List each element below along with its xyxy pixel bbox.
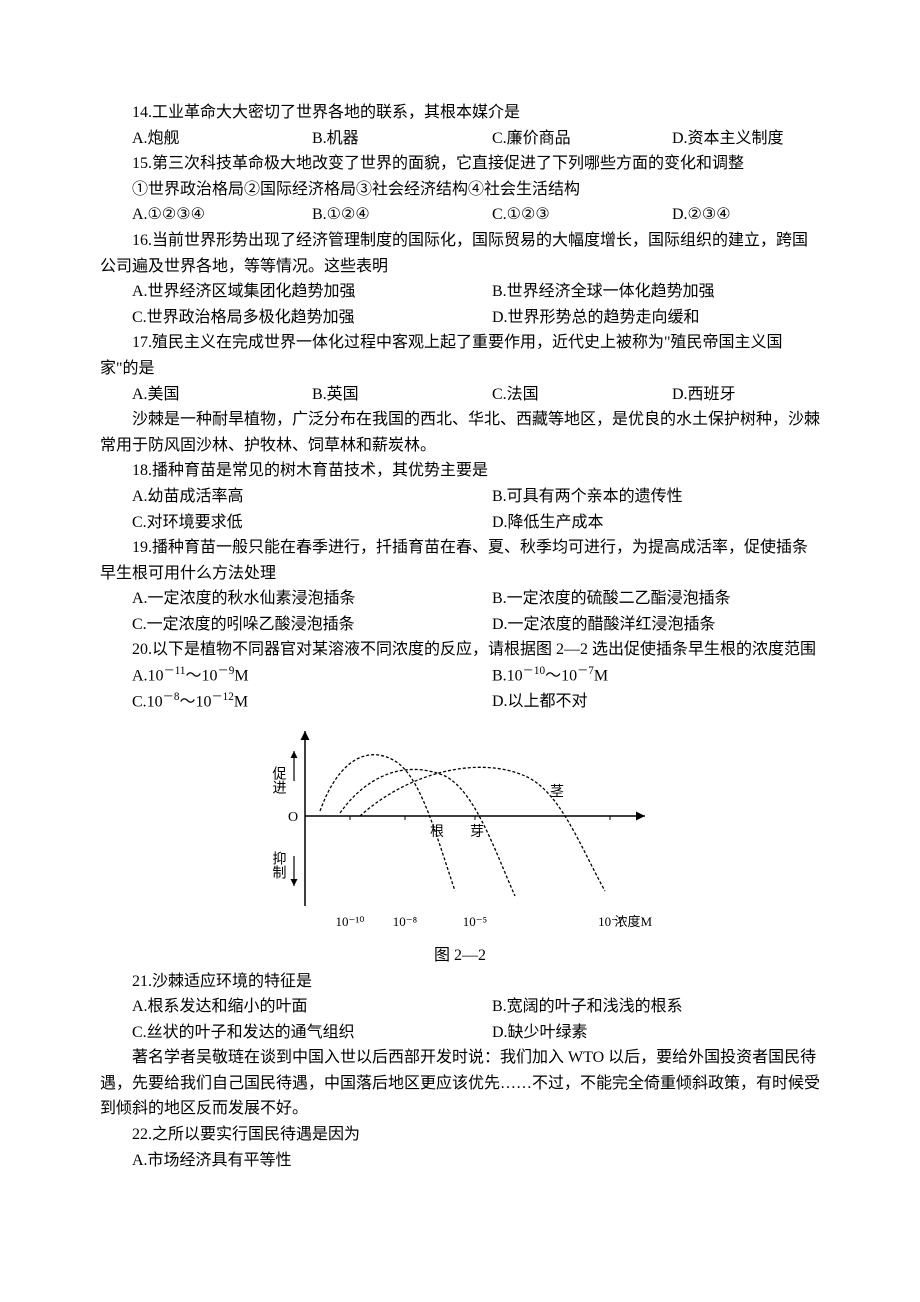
- page: 14.工业革命大大密切了世界各地的联系，其根本媒介是 A.炮舰 B.机器 C.廉…: [0, 0, 920, 1302]
- q16-opt-d: D.世界形势总的趋势走向缓和: [460, 305, 820, 331]
- context-2: 著名学者吴敬琏在谈到中国入世以后西部开发时说：我们加入 WTO 以后，要给外国投…: [100, 1045, 820, 1122]
- q22-options-1: A.市场经济具有平等性: [100, 1148, 820, 1174]
- q21-options-2: C.丝状的叶子和发达的通气组织 D.缺少叶绿素: [100, 1020, 820, 1046]
- q15-opt-a: A.①②③④: [100, 202, 280, 228]
- svg-text:抑制: 抑制: [271, 851, 287, 879]
- q14-opt-a: A.炮舰: [100, 126, 280, 152]
- q15-stem: 15.第三次科技革命极大地改变了世界的面貌，它直接促进了下列哪些方面的变化和调整: [100, 151, 820, 177]
- q18-opt-a: A.幼苗成活率高: [100, 484, 460, 510]
- q21-opt-c: C.丝状的叶子和发达的通气组织: [100, 1020, 460, 1046]
- q20-opt-b: B.10－10～10－7M: [460, 663, 820, 689]
- q19-options-1: A.一定浓度的秋水仙素浸泡插条 B.一定浓度的硫酸二乙酯浸泡插条: [100, 586, 820, 612]
- q20-opt-d: D.以上都不对: [460, 689, 820, 715]
- q18-opt-c: C.对环境要求低: [100, 510, 460, 536]
- q14-opt-c: C.廉价商品: [460, 126, 640, 152]
- q20-stem: 20.以下是植物不同器官对某溶液不同浓度的反应，请根据图 2—2 选出促使插条早…: [100, 637, 820, 663]
- q20-c-mid: ～10: [179, 693, 211, 710]
- q17-stem: 17.殖民主义在完成世界一体化过程中客观上起了重要作用，近代史上被称为"殖民帝国…: [100, 330, 820, 381]
- chart-2-2: 促进O抑制根芽茎10⁻¹⁰10⁻⁸10⁻⁵10⁻¹浓度M 图 2—2: [250, 721, 670, 969]
- q16-opt-a: A.世界经济区域集团化趋势加强: [100, 279, 460, 305]
- q20-opt-c: C.10－8～10－12M: [100, 689, 460, 715]
- q15-options: A.①②③④ B.①②④ C.①②③ D.②③④: [100, 202, 820, 228]
- svg-text:芽: 芽: [470, 824, 484, 840]
- svg-text:10⁻¹⁰: 10⁻¹⁰: [336, 914, 365, 929]
- q18-stem: 18.播种育苗是常见的树木育苗技术，其优势主要是: [100, 458, 820, 484]
- q15-sub: ①世界政治格局②国际经济格局③社会经济结构④社会生活结构: [100, 177, 820, 203]
- chart-svg: 促进O抑制根芽茎10⁻¹⁰10⁻⁸10⁻⁵10⁻¹浓度M: [260, 721, 660, 941]
- q18-opt-d: D.降低生产成本: [460, 510, 820, 536]
- q19-opt-c: C.一定浓度的吲哚乙酸浸泡插条: [100, 612, 460, 638]
- q20-b-mid: ～10: [545, 667, 577, 684]
- q20-c-s2: －12: [211, 691, 233, 703]
- q19-options-2: C.一定浓度的吲哚乙酸浸泡插条 D.一定浓度的醋酸洋红浸泡插条: [100, 612, 820, 638]
- q15-opt-b: B.①②④: [280, 202, 460, 228]
- q20-b-suf: M: [594, 667, 608, 684]
- q16-options-2: C.世界政治格局多极化趋势加强 D.世界形势总的趋势走向缓和: [100, 305, 820, 331]
- svg-text:根: 根: [430, 824, 444, 840]
- svg-text:促进: 促进: [271, 766, 287, 794]
- q20-a-s2: －9: [218, 665, 235, 677]
- context-1: 沙棘是一种耐旱植物，广泛分布在我国的西北、华北、西藏等地区，是优良的水土保护树种…: [100, 407, 820, 458]
- q22-opt-a: A.市场经济具有平等性: [100, 1148, 820, 1174]
- svg-text:茎: 茎: [550, 784, 564, 800]
- q14-opt-d: D.资本主义制度: [640, 126, 820, 152]
- q15-opt-c: C.①②③: [460, 202, 640, 228]
- q20-opt-a: A.10－11～10－9M: [100, 663, 460, 689]
- q19-opt-b: B.一定浓度的硫酸二乙酯浸泡插条: [460, 586, 820, 612]
- q18-opt-b: B.可具有两个亲本的遗传性: [460, 484, 820, 510]
- q18-options-2: C.对环境要求低 D.降低生产成本: [100, 510, 820, 536]
- svg-text:10⁻⁵: 10⁻⁵: [463, 914, 487, 929]
- svg-text:O: O: [288, 810, 298, 825]
- q20-b-s2: －7: [577, 665, 594, 677]
- q21-options-1: A.根系发达和缩小的叶面 B.宽阔的叶子和浅浅的根系: [100, 994, 820, 1020]
- q16-options-1: A.世界经济区域集团化趋势加强 B.世界经济全球一体化趋势加强: [100, 279, 820, 305]
- q20-a-suf: M: [234, 667, 248, 684]
- q17-opt-a: A.美国: [100, 382, 280, 408]
- q19-opt-d: D.一定浓度的醋酸洋红浸泡插条: [460, 612, 820, 638]
- q19-opt-a: A.一定浓度的秋水仙素浸泡插条: [100, 586, 460, 612]
- q22-stem: 22.之所以要实行国民待遇是因为: [100, 1122, 820, 1148]
- q21-opt-a: A.根系发达和缩小的叶面: [100, 994, 460, 1020]
- q20-options-1: A.10－11～10－9M B.10－10～10－7M: [100, 663, 820, 689]
- q20-a-pre: A.10: [132, 667, 164, 684]
- chart-caption: 图 2—2: [250, 943, 670, 969]
- q20-b-pre: B.10: [492, 667, 523, 684]
- svg-text:10⁻⁸: 10⁻⁸: [393, 914, 418, 929]
- q20-a-mid: ～10: [186, 667, 218, 684]
- q20-c-pre: C.10: [132, 693, 163, 710]
- q21-stem: 21.沙棘适应环境的特征是: [100, 969, 820, 995]
- q18-options-1: A.幼苗成活率高 B.可具有两个亲本的遗传性: [100, 484, 820, 510]
- q19-stem: 19.播种育苗一般只能在春季进行，扦插育苗在春、夏、秋季均可进行，为提高成活率，…: [100, 535, 820, 586]
- q20-b-s1: －10: [523, 665, 545, 677]
- q14-stem: 14.工业革命大大密切了世界各地的联系，其根本媒介是: [100, 100, 820, 126]
- q17-opt-b: B.英国: [280, 382, 460, 408]
- q14-opt-b: B.机器: [280, 126, 460, 152]
- q17-opt-c: C.法国: [460, 382, 640, 408]
- q15-opt-d: D.②③④: [640, 202, 820, 228]
- q14-options: A.炮舰 B.机器 C.廉价商品 D.资本主义制度: [100, 126, 820, 152]
- q21-opt-b: B.宽阔的叶子和浅浅的根系: [460, 994, 820, 1020]
- q16-opt-c: C.世界政治格局多极化趋势加强: [100, 305, 460, 331]
- q20-c-suf: M: [234, 693, 248, 710]
- q20-a-s1: －11: [164, 665, 186, 677]
- q17-options: A.美国 B.英国 C.法国 D.西班牙: [100, 382, 820, 408]
- q21-opt-d: D.缺少叶绿素: [460, 1020, 820, 1046]
- svg-text:浓度M: 浓度M: [614, 914, 652, 929]
- q20-options-2: C.10－8～10－12M D.以上都不对: [100, 689, 820, 715]
- q16-opt-b: B.世界经济全球一体化趋势加强: [460, 279, 820, 305]
- q17-opt-d: D.西班牙: [640, 382, 820, 408]
- q16-stem: 16.当前世界形势出现了经济管理制度的国际化，国际贸易的大幅度增长，国际组织的建…: [100, 228, 820, 279]
- q20-c-s1: －8: [163, 691, 180, 703]
